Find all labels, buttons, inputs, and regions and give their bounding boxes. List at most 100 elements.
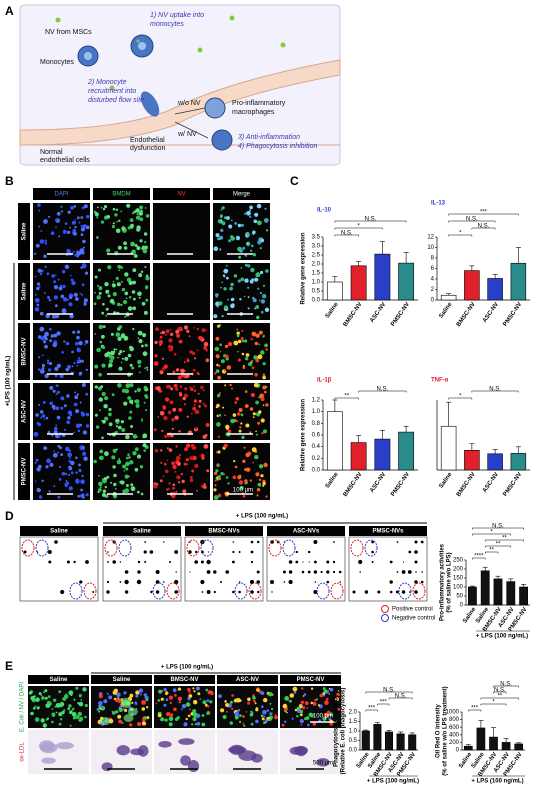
cell <box>37 356 41 359</box>
panel-label: A <box>5 4 14 18</box>
cell <box>98 324 104 330</box>
micrograph <box>28 730 89 774</box>
cell <box>202 402 205 405</box>
cell <box>168 695 173 700</box>
cell <box>255 719 259 724</box>
spot <box>112 560 116 564</box>
y-tick-label: 0.0 <box>349 748 358 754</box>
spot <box>308 550 311 554</box>
cell <box>265 229 269 232</box>
cell <box>97 206 99 209</box>
cell <box>62 697 65 700</box>
cell <box>184 447 189 452</box>
cell <box>174 470 177 473</box>
y-tick-label: 1.2 <box>312 398 321 404</box>
significance-bracket <box>480 697 519 700</box>
error-bar <box>386 730 392 732</box>
cell <box>67 210 71 214</box>
cell <box>264 343 268 348</box>
cell <box>68 704 72 708</box>
cell <box>160 461 163 464</box>
cell <box>198 399 202 403</box>
cell <box>206 711 210 716</box>
significance-bracket <box>471 390 519 393</box>
cell <box>165 691 169 695</box>
cell <box>169 400 174 405</box>
cell <box>123 241 127 246</box>
bar <box>514 743 524 751</box>
cell <box>249 215 252 218</box>
cell <box>42 723 47 728</box>
column-label: NV <box>177 192 185 198</box>
spot <box>270 580 274 584</box>
cell <box>67 230 71 234</box>
cell <box>110 350 115 356</box>
cell <box>57 451 59 454</box>
spot <box>332 570 336 574</box>
cell <box>173 383 178 388</box>
spot <box>389 560 393 564</box>
array-header <box>349 526 427 536</box>
cell <box>188 694 193 698</box>
cell <box>229 383 232 387</box>
cell <box>125 461 130 467</box>
cell <box>135 215 141 220</box>
cell <box>76 216 80 220</box>
cell <box>70 206 74 210</box>
cell <box>66 364 72 370</box>
cell <box>216 393 221 398</box>
cell <box>295 746 307 757</box>
cell <box>203 341 209 347</box>
cell <box>35 458 39 462</box>
cell <box>219 235 224 240</box>
cell <box>48 215 51 218</box>
cell <box>204 703 208 707</box>
error-bar <box>478 720 484 728</box>
cell <box>44 689 48 693</box>
cell <box>51 720 54 724</box>
cell <box>136 490 140 494</box>
cell <box>102 325 106 328</box>
cell <box>206 699 210 702</box>
label: Endothelial <box>130 137 165 144</box>
cell <box>141 717 146 722</box>
cell <box>246 211 251 216</box>
y-axis-label: (Relative E. coli phagocytosis) <box>341 688 347 775</box>
significance-bracket <box>484 551 499 554</box>
cell <box>257 482 262 487</box>
cell <box>175 368 180 372</box>
significance-label: N.S. <box>500 681 512 687</box>
cell <box>196 327 199 331</box>
cell <box>143 449 146 452</box>
column-header <box>280 675 341 684</box>
spot <box>283 581 286 583</box>
cell <box>68 302 73 307</box>
spot <box>396 571 399 573</box>
cell <box>123 335 129 341</box>
cell <box>268 718 271 722</box>
cell <box>111 283 116 288</box>
cell <box>159 370 164 375</box>
cell <box>123 470 126 472</box>
cell <box>194 463 199 469</box>
cell <box>239 426 242 429</box>
cell <box>244 479 248 483</box>
cell <box>85 412 90 417</box>
cell <box>80 479 85 485</box>
cell <box>233 340 239 346</box>
spot <box>295 550 298 554</box>
cell <box>235 420 238 423</box>
cell <box>170 387 174 391</box>
cell <box>228 239 232 243</box>
cell <box>58 465 62 469</box>
cell <box>183 722 188 727</box>
cell <box>310 701 314 705</box>
cell <box>142 443 147 448</box>
cell <box>299 709 304 714</box>
cell <box>146 366 149 369</box>
cell <box>111 455 116 460</box>
cell <box>115 488 117 490</box>
cell <box>165 329 170 334</box>
cell <box>245 452 250 458</box>
cell <box>102 489 107 493</box>
